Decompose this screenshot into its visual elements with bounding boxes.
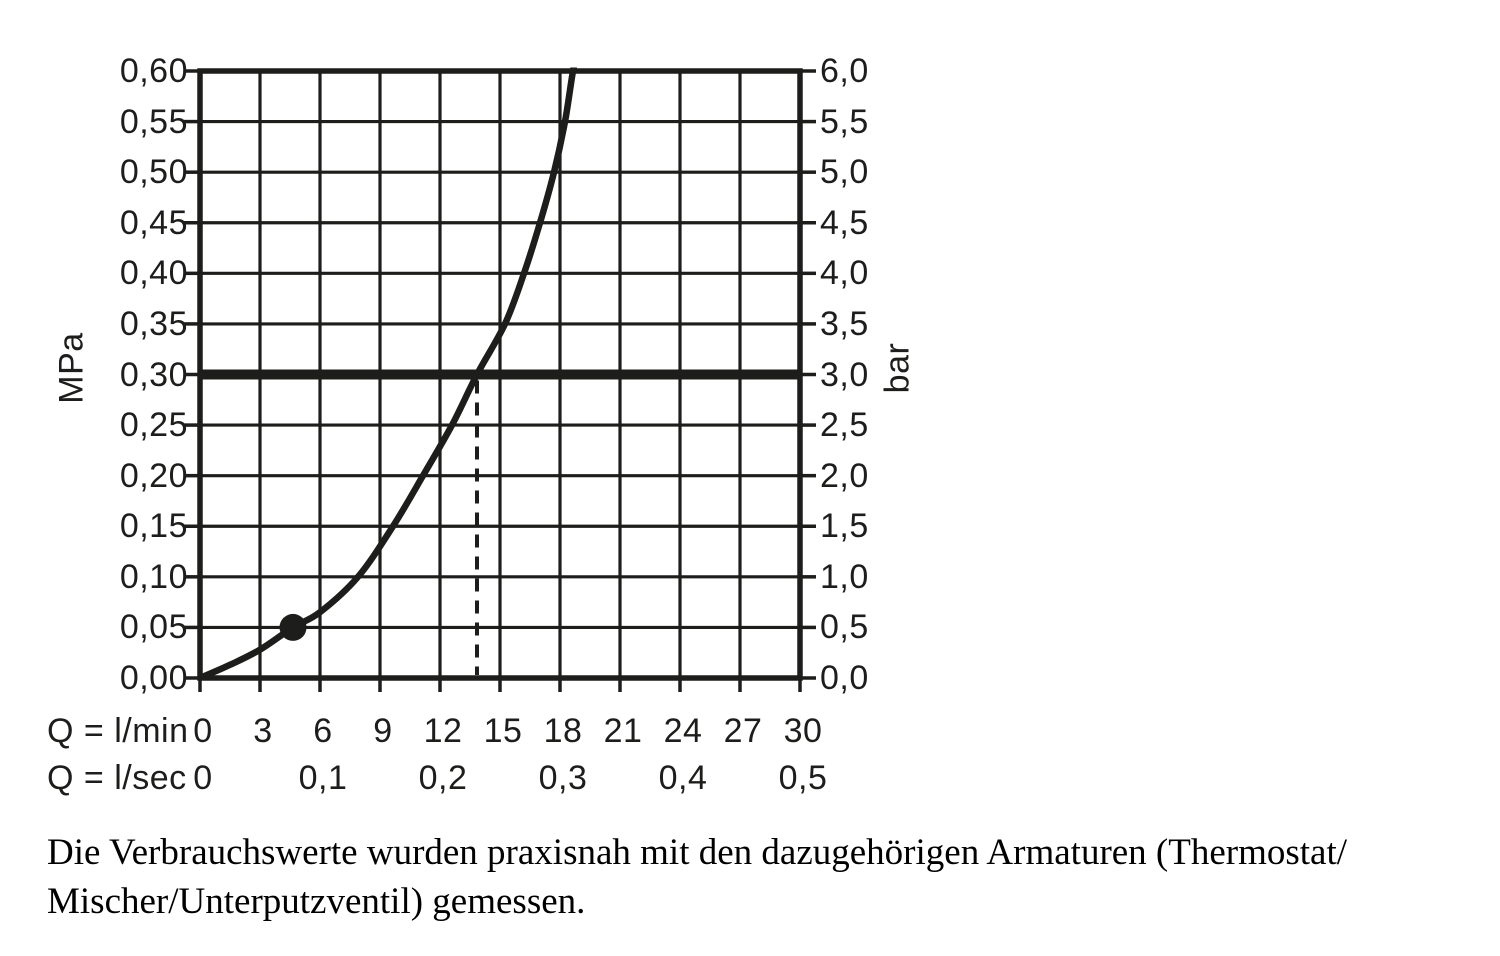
x-axis-tick-label: 0,2 (418, 759, 468, 797)
left-axis-tick-label: 0,60 (119, 52, 188, 90)
right-axis-tick-label: 3,5 (820, 304, 869, 343)
left-axis-tick-label: 0,40 (119, 254, 188, 293)
x-axis-tick-label: 0 (193, 759, 213, 797)
x-axis-tick-label: 9 (373, 712, 393, 750)
x-axis-tick-label: 21 (603, 712, 643, 750)
right-axis-tick-label: 5,5 (820, 102, 869, 141)
x-axis-tick-label: 0,4 (658, 759, 708, 797)
left-axis-tick-label: 0,35 (119, 304, 188, 343)
right-axis-tick-label: 2,0 (820, 456, 869, 495)
x-axis-row-label: Q = l/min (47, 712, 189, 750)
x-axis-tick-label: 15 (483, 712, 523, 750)
right-axis-tick-label: 4,0 (820, 254, 869, 293)
right-axis-tick-label: 0,0 (820, 659, 869, 697)
left-axis-tick-label: 0,50 (119, 153, 188, 192)
left-axis-tick-label: 0,15 (119, 507, 188, 546)
left-axis-tick-label: 0,20 (119, 456, 188, 495)
right-axis-tick-label: 1,0 (820, 557, 869, 596)
caption-line-2: Mischer/Unterputzventil) gemessen. (47, 881, 586, 922)
right-axis-tick-label: 1,5 (820, 507, 869, 546)
left-axis-tick-label: 0,45 (119, 203, 188, 242)
x-axis-tick-label: 30 (783, 712, 823, 750)
x-axis-tick-label: 3 (253, 712, 273, 750)
right-axis-tick-label: 6,0 (820, 52, 869, 90)
curve-marker-dot (279, 613, 307, 641)
right-axis-tick-label: 2,5 (820, 406, 869, 445)
left-axis-tick-label: 0,30 (119, 355, 188, 394)
x-axis-tick-label: 0,1 (298, 759, 348, 797)
left-axis-tick-label: 0,10 (119, 557, 188, 596)
x-axis-tick-label: 24 (663, 712, 703, 750)
x-axis-tick-label: 6 (313, 712, 333, 750)
caption: Die Verbrauchswerte wurden praxisnah mit… (47, 828, 1347, 926)
left-axis-tick-label: 0,00 (119, 659, 188, 697)
x-axis-tick-label: 12 (423, 712, 463, 750)
right-axis-tick-label: 0,5 (820, 608, 869, 647)
left-axis-tick-label: 0,05 (119, 608, 188, 647)
x-axis-tick-label: 0,5 (778, 759, 828, 797)
right-axis-tick-label: 4,5 (820, 203, 869, 242)
x-axis-tick-label: 27 (723, 712, 763, 750)
left-axis-tick-label: 0,25 (119, 406, 188, 445)
flow-pressure-curve (197, 67, 577, 681)
x-axis-row-label: Q = l/sec (47, 759, 187, 797)
x-axis-tick-label: 0 (193, 712, 213, 750)
left-axis-tick-label: 0,55 (119, 102, 188, 141)
right-axis-tick-label: 3,0 (820, 355, 869, 394)
x-axis-tick-label: 18 (543, 712, 583, 750)
x-axis-tick-label: 0,3 (538, 759, 588, 797)
caption-line-1: Die Verbrauchswerte wurden praxisnah mit… (47, 832, 1348, 873)
right-axis-tick-label: 5,0 (820, 153, 869, 192)
